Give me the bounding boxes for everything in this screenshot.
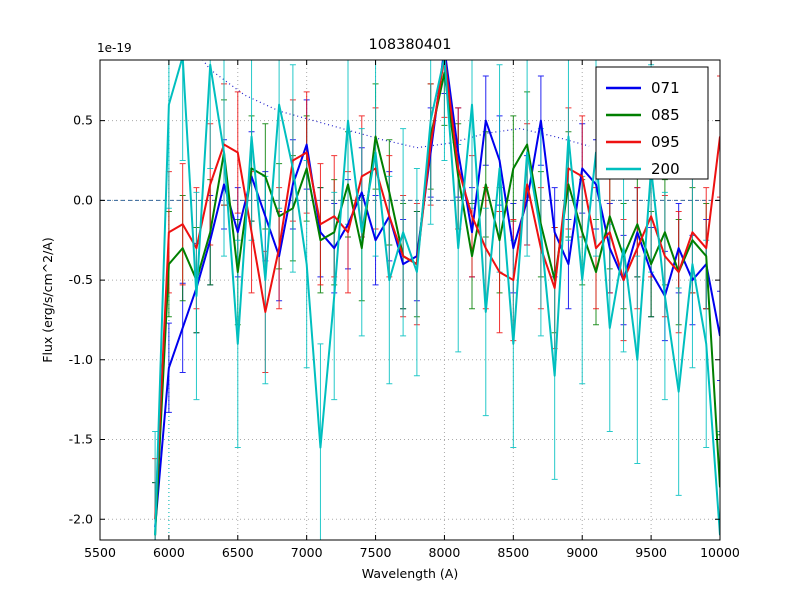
y-tick-label: -1.0 (69, 352, 93, 367)
legend-entry-085: 085 (651, 106, 680, 124)
y-axis-offset-label: 1e-19 (97, 41, 132, 55)
legend-entry-071: 071 (651, 79, 680, 97)
data-layer (152, 60, 720, 540)
chart-generated-layer: 5500 6000 6500 7000 7500 8000 8500 9000 9500 1000… (69, 59, 740, 560)
y-tick-label: -0.5 (69, 272, 93, 287)
x-tick-label: 9000 (566, 545, 598, 560)
x-tick-label: 8000 (429, 545, 461, 560)
y-tick-label: -1.5 (69, 432, 93, 447)
x-tick-label: 7000 (291, 545, 323, 560)
legend-entry-095: 095 (651, 133, 680, 151)
y-tick-label: -2.0 (69, 511, 93, 526)
x-tick-label: 8500 (497, 545, 529, 560)
x-tick-label: 6000 (153, 545, 185, 560)
x-tick-label: 6500 (222, 545, 254, 560)
legend: 071 085 095 200 (595, 66, 709, 180)
tick-marks (99, 60, 721, 540)
x-tick-label: 5500 (84, 545, 116, 560)
y-axis-label: Flux (erg/s/cm^2/A) (40, 237, 55, 362)
x-tick-label: 9500 (635, 545, 667, 560)
legend-box (595, 66, 709, 180)
y-tick-label: 0.0 (73, 192, 93, 207)
chart-title: 108380401 (368, 37, 451, 53)
y-tick-label: 0.5 (73, 113, 93, 128)
x-tick-label: 10000 (700, 545, 740, 560)
model-dotted-line (202, 60, 590, 149)
series-line-200 (154, 60, 720, 536)
plot-border (99, 59, 721, 541)
legend-entry-200: 200 (651, 160, 680, 178)
x-tick-label: 7500 (360, 545, 392, 560)
x-axis-label: Wavelength (A) (362, 566, 458, 581)
